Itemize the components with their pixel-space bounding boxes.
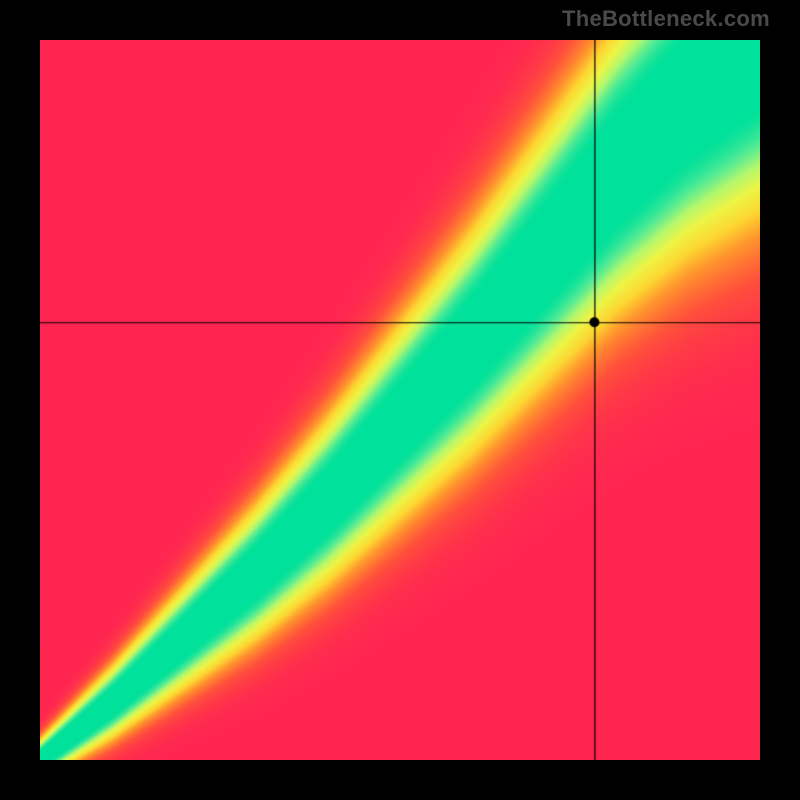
plot-area	[40, 40, 760, 760]
bottleneck-heatmap	[40, 40, 760, 760]
chart-container: TheBottleneck.com	[0, 0, 800, 800]
attribution-text: TheBottleneck.com	[562, 6, 770, 32]
